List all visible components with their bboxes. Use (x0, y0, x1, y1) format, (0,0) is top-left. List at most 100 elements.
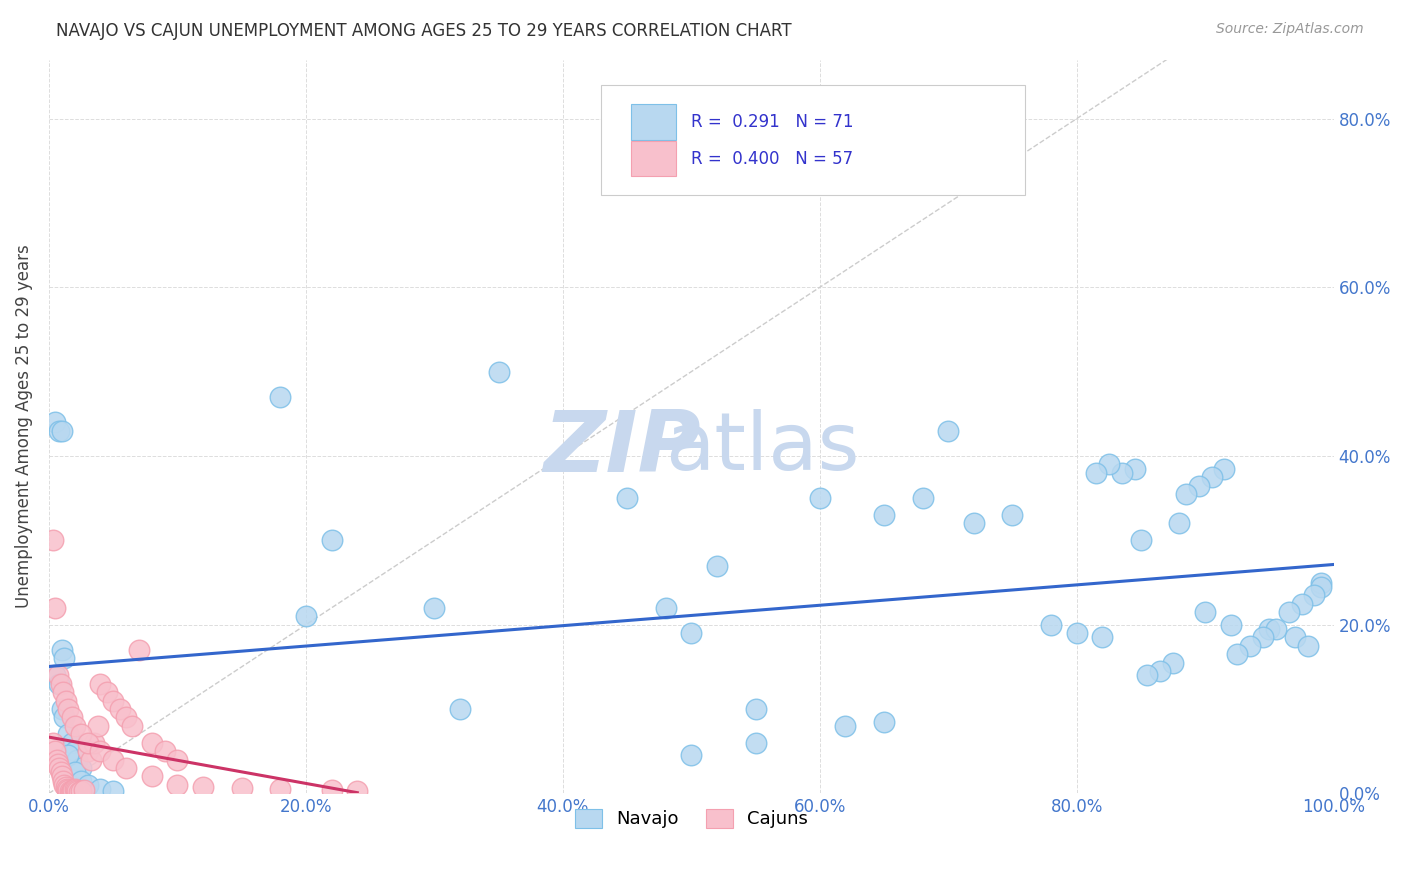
Point (46, 668, 69, 682)
Point (115, 710, 138, 724)
Point (231, 781, 253, 796)
Point (166, 753, 188, 767)
Point (1161, 656, 1184, 670)
Point (65, 783, 87, 797)
Point (963, 516, 986, 531)
Point (70, 784, 93, 798)
Point (46, 756, 69, 771)
Point (58, 784, 80, 798)
Point (44, 415, 66, 429)
Point (1309, 575, 1331, 590)
Point (103, 693, 125, 707)
Point (53, 651, 76, 665)
Point (1309, 580, 1331, 594)
Point (1239, 639, 1261, 653)
Point (1201, 470, 1223, 484)
Point (1188, 478, 1211, 492)
Text: Source: ZipAtlas.com: Source: ZipAtlas.com (1216, 22, 1364, 37)
Point (1303, 588, 1326, 602)
Point (60, 710, 83, 724)
Point (141, 736, 163, 750)
Point (744, 702, 766, 716)
Text: R =  0.291   N = 71: R = 0.291 N = 71 (692, 113, 853, 131)
Point (55, 693, 77, 707)
Point (51, 643, 73, 657)
Point (42, 533, 65, 548)
Point (166, 778, 188, 792)
Point (89, 744, 111, 758)
Point (48, 761, 70, 775)
Point (1278, 605, 1301, 619)
Point (66, 753, 89, 767)
Point (89, 676, 111, 690)
Point (321, 533, 343, 548)
Point (49, 676, 72, 690)
Point (1264, 622, 1286, 636)
Point (96, 685, 118, 699)
Point (58, 702, 80, 716)
Bar (631, 104, 676, 139)
Point (1136, 668, 1159, 682)
Point (83, 736, 105, 750)
Point (1123, 461, 1146, 475)
Point (49, 765, 72, 780)
Point (51, 424, 73, 438)
Point (681, 626, 703, 640)
Point (1091, 630, 1114, 644)
Point (67, 785, 90, 799)
Point (706, 558, 728, 573)
Point (128, 643, 150, 657)
Point (76, 736, 98, 750)
Point (1213, 461, 1236, 475)
Point (63, 719, 86, 733)
Point (89, 782, 111, 797)
Point (295, 609, 318, 624)
Point (44, 744, 66, 758)
Point (1219, 617, 1241, 632)
Y-axis label: Unemployment Among Ages 25 to 29 years: Unemployment Among Ages 25 to 29 years (15, 244, 32, 608)
Point (66, 784, 89, 798)
Point (42, 736, 65, 750)
Point (1111, 466, 1133, 480)
Point (1084, 466, 1107, 480)
Point (52, 773, 75, 788)
Point (1291, 597, 1313, 611)
Point (44, 668, 66, 682)
Text: ZIP: ZIP (544, 407, 702, 490)
Point (681, 748, 703, 763)
Point (103, 784, 125, 798)
Point (153, 744, 176, 758)
Point (73, 783, 96, 797)
Point (321, 783, 343, 797)
Point (1226, 647, 1249, 661)
Point (60, 784, 83, 798)
Point (76, 778, 98, 792)
Point (51, 702, 73, 716)
Point (873, 714, 896, 729)
Point (55, 780, 77, 794)
Point (1296, 639, 1319, 653)
Point (1040, 617, 1063, 632)
Text: atlas: atlas (665, 409, 860, 488)
Point (87, 719, 110, 733)
Point (70, 773, 93, 788)
Bar (631, 141, 676, 177)
Point (744, 736, 766, 750)
Point (873, 508, 896, 522)
Text: NAVAJO VS CAJUN UNEMPLOYMENT AMONG AGES 25 TO 29 YEARS CORRELATION CHART: NAVAJO VS CAJUN UNEMPLOYMENT AMONG AGES … (56, 22, 792, 40)
Point (108, 702, 131, 716)
Point (103, 753, 125, 767)
Point (911, 491, 934, 505)
Point (488, 365, 510, 379)
Point (1194, 605, 1216, 619)
Point (63, 782, 86, 797)
Point (269, 390, 291, 404)
Point (191, 780, 214, 794)
Point (449, 702, 471, 716)
Point (121, 719, 143, 733)
Point (53, 778, 76, 792)
Point (808, 491, 831, 505)
Text: R =  0.400   N = 57: R = 0.400 N = 57 (692, 150, 853, 168)
Point (1284, 630, 1306, 644)
Point (76, 744, 98, 758)
